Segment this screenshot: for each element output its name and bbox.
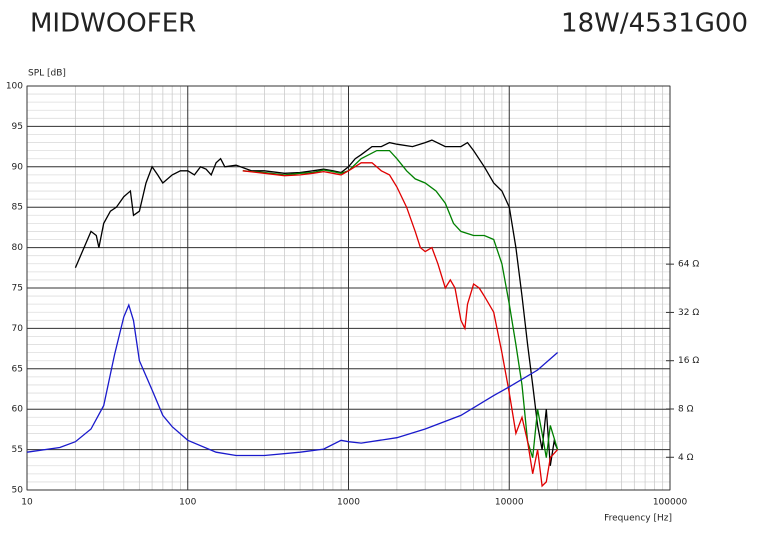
y2-tick-label: 32 Ω: [678, 308, 699, 318]
x-axis-label: Frequency [Hz]: [604, 514, 672, 524]
x-tick-label: 1000: [337, 498, 360, 508]
y2-tick-label: 4 Ω: [678, 453, 694, 463]
y-tick-label: 90: [12, 162, 24, 172]
y2-tick-label: 16 Ω: [678, 356, 699, 366]
y-tick-label: 85: [12, 203, 23, 213]
y-tick-label: 65: [12, 364, 23, 374]
x-tick-label: 10: [21, 498, 33, 508]
y2-tick-label: 8 Ω: [678, 404, 694, 414]
series-line: [74, 139, 559, 466]
y-tick-label: 100: [6, 82, 23, 92]
y-tick-label: 75: [12, 284, 23, 294]
y2-tick-label: 64 Ω: [678, 260, 699, 270]
x-tick-label: 10000: [495, 498, 524, 508]
chart-subtitle: 18W/4531G00: [561, 9, 748, 39]
y-tick-label: 50: [12, 486, 24, 496]
chart-title: MIDWOOFER: [30, 9, 196, 39]
series-line: [26, 303, 559, 457]
x-tick-label: 100: [179, 498, 196, 508]
y-tick-label: 55: [12, 445, 23, 455]
y-tick-label: 70: [12, 324, 24, 334]
y-tick-label: 80: [12, 243, 24, 253]
y-tick-label: 60: [12, 405, 24, 415]
y-axis-label: SPL [dB]: [28, 69, 66, 79]
x-tick-label: 100000: [653, 498, 688, 508]
series-line: [242, 149, 559, 458]
series-line: [242, 162, 559, 488]
y-tick-label: 95: [12, 122, 23, 132]
